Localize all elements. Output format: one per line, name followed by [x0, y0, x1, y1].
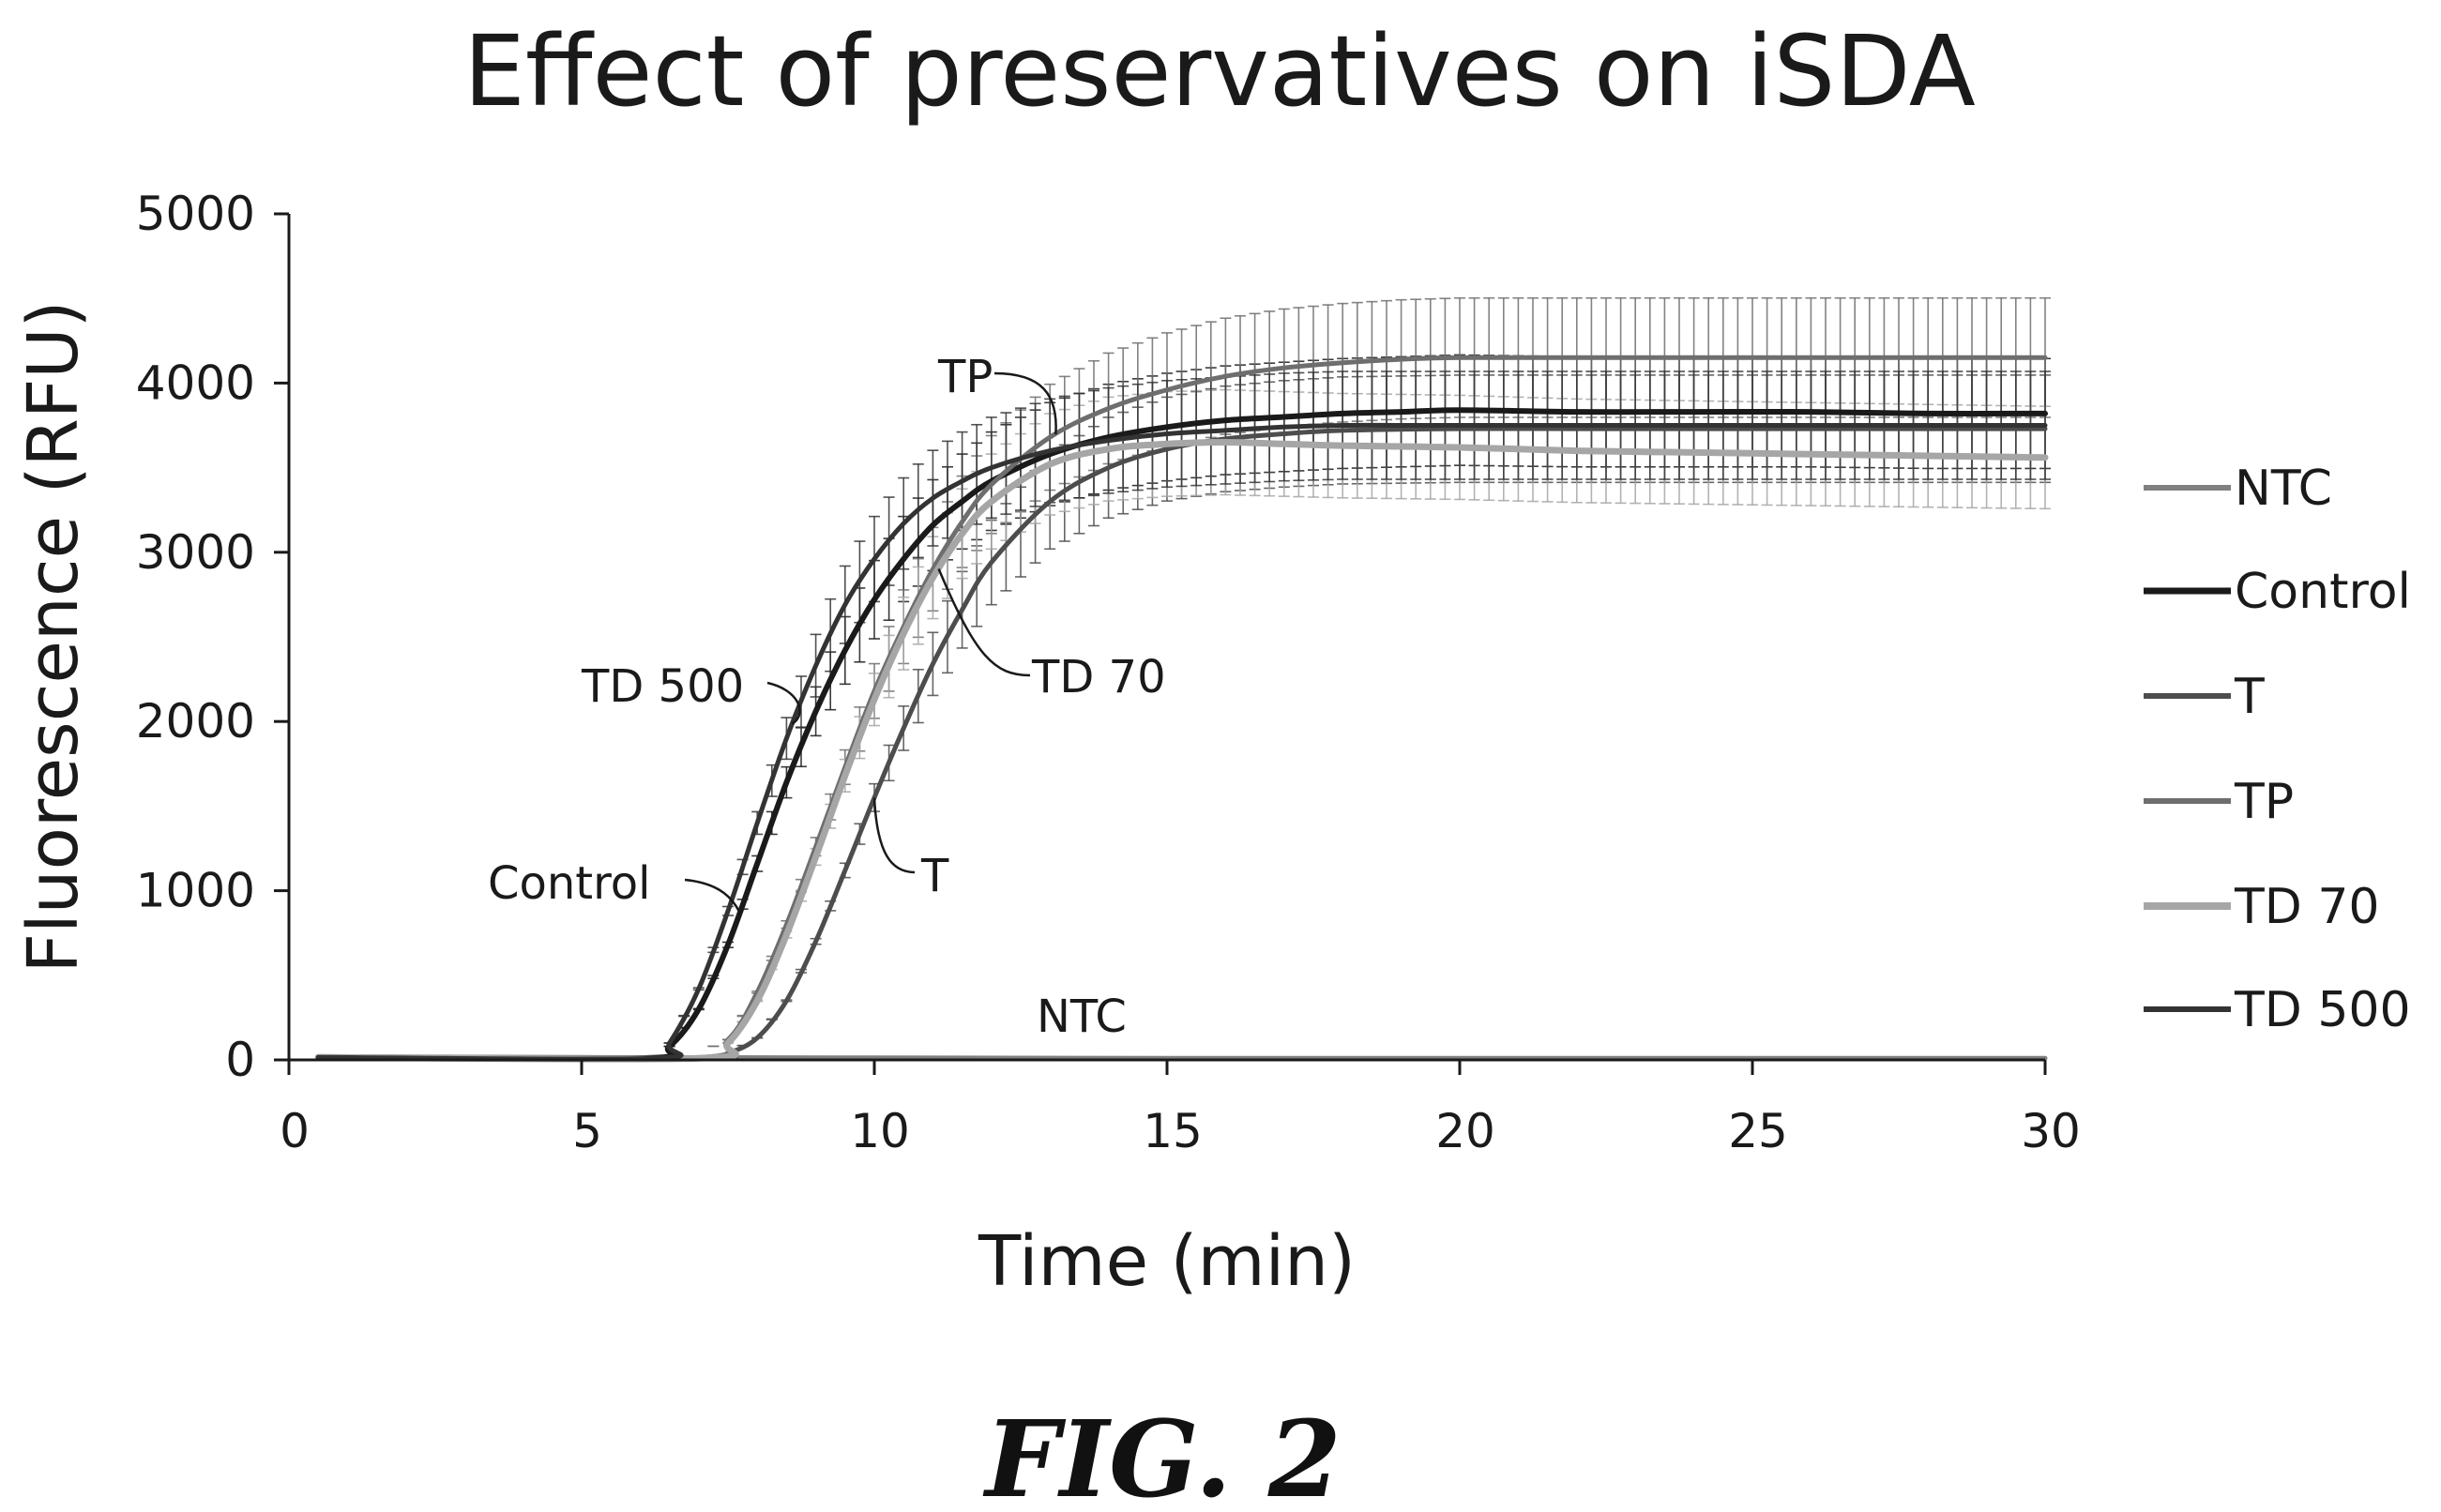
x-tick-label: 5 — [572, 1104, 602, 1158]
legend-label: TD 70 — [2234, 879, 2380, 935]
annotation-label: TP — [937, 351, 993, 403]
x-axis-label: Time (min) — [978, 1221, 1356, 1302]
legend-label: T — [2234, 669, 2265, 725]
y-tick-label: 3000 — [136, 525, 255, 580]
y-tick-label: 0 — [225, 1033, 255, 1087]
legend: NTC Control T TP TD 70 TD 500 — [2144, 461, 2411, 1038]
figure-label: FIG. 2 — [982, 1399, 1341, 1512]
x-tick-label: 10 — [850, 1104, 910, 1158]
y-ticks: 0 1000 2000 3000 4000 5000 — [136, 187, 289, 1087]
annotation-leader — [872, 797, 916, 874]
series-lines — [314, 355, 2049, 1063]
legend-label: TD 500 — [2234, 982, 2411, 1038]
annotation-leader — [937, 568, 1031, 677]
annotation-leader — [993, 371, 1057, 435]
legend-label: NTC — [2235, 461, 2332, 517]
annotation-label: TD 70 — [1031, 651, 1166, 703]
series-line-td-500 — [315, 422, 2048, 1062]
annotation-label: TD 500 — [581, 660, 744, 713]
y-tick-label: 1000 — [136, 864, 255, 918]
annotations: TP TD 500 TD 70 Control T NTC — [488, 351, 1166, 1043]
y-tick-label: 2000 — [136, 694, 255, 748]
series-line-td-70 — [314, 439, 2049, 1063]
series-line-control — [315, 407, 2048, 1062]
series-line-t — [315, 426, 2048, 1061]
annotation-label: Control — [488, 857, 651, 910]
axes: 0 1000 2000 3000 4000 5000 0 5 10 15 20 25 30 — [136, 187, 2081, 1158]
x-tick-label: 25 — [1728, 1104, 1788, 1158]
annotation-label: T — [920, 850, 949, 902]
x-tick-label: 30 — [2021, 1104, 2081, 1158]
x-tick-label: 20 — [1435, 1104, 1495, 1158]
y-tick-label: 5000 — [136, 187, 255, 241]
y-tick-label: 4000 — [136, 355, 255, 410]
x-tick-label: 15 — [1143, 1104, 1203, 1158]
legend-label: Control — [2235, 564, 2411, 620]
annotation-leader — [684, 878, 741, 914]
legend-label: TP — [2234, 774, 2294, 830]
series-line-tp — [315, 355, 2048, 1062]
x-tick-label: 0 — [280, 1104, 310, 1158]
x-ticks: 0 5 10 15 20 25 30 — [280, 1060, 2081, 1158]
chart-title: Effect of preservatives on iSDA — [463, 14, 1976, 129]
plot-area — [314, 296, 2051, 1063]
annotation-leader — [766, 681, 801, 725]
y-axis-label: Fluorescence (RFU) — [13, 301, 94, 974]
annotation-label: NTC — [1037, 990, 1127, 1043]
